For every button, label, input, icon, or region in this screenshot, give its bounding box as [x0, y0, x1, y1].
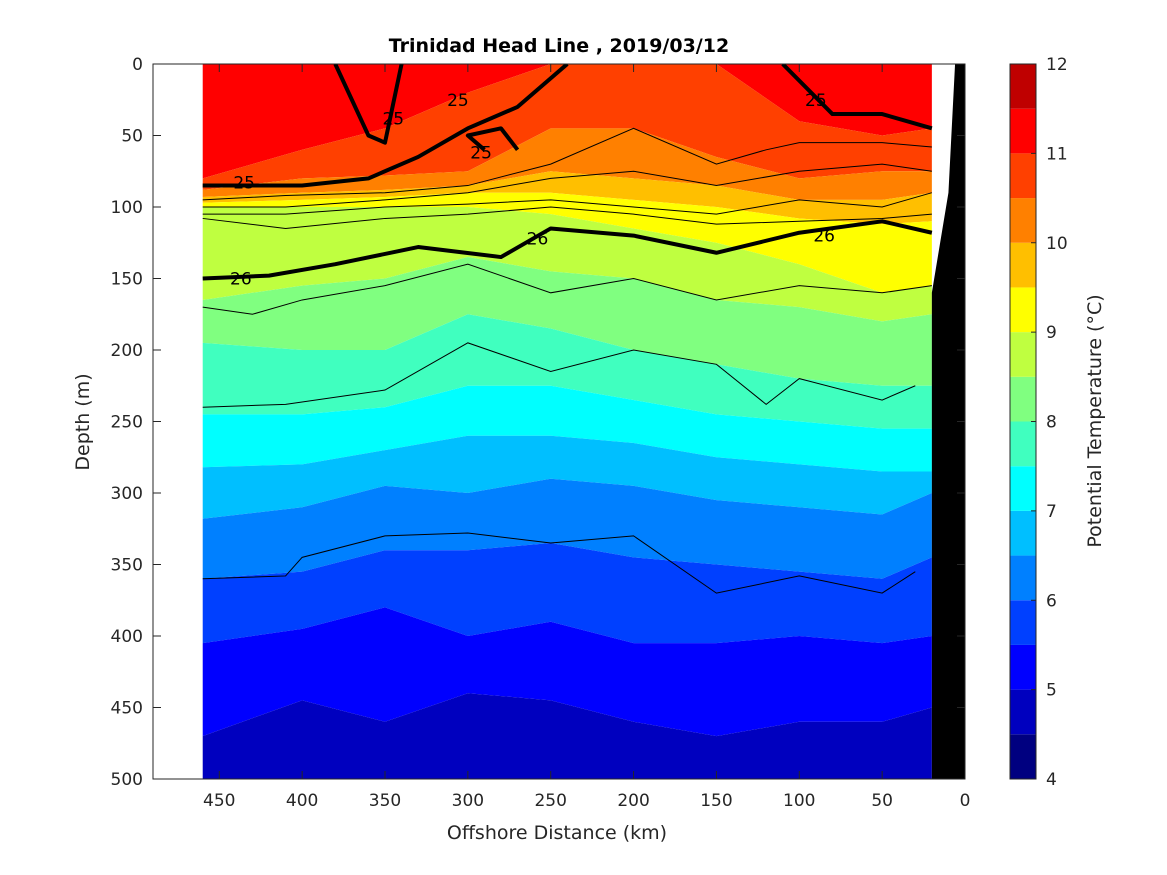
- colorbar-swatch-6: [1010, 466, 1036, 511]
- contour-label-5: 26: [527, 229, 549, 249]
- colorbar-swatch-13: [1010, 153, 1036, 199]
- x-tick-label-250: 250: [534, 791, 566, 811]
- colorbar-swatch-14: [1010, 108, 1036, 154]
- x-tick-label-450: 450: [203, 791, 235, 811]
- temperature-band-3: [202, 171, 932, 225]
- colorbar-swatch-9: [1010, 332, 1036, 377]
- continental-shelf-mask: [931, 64, 965, 779]
- temperature-bands: [202, 64, 932, 779]
- y-tick-label-400: 400: [111, 627, 143, 647]
- colorbar-swatch-8: [1010, 376, 1036, 422]
- y-tick-label-300: 300: [111, 484, 143, 504]
- density-contour-3: [202, 206, 932, 229]
- density-contour-1: [202, 163, 932, 208]
- density-contours: [202, 127, 932, 594]
- colorbar: 4 5 6 7 8 9 10 11 12: [1009, 55, 1068, 790]
- x-tick-label-150: 150: [700, 791, 732, 811]
- colorbar-swatch-2: [1010, 644, 1036, 690]
- colorbar-swatch-4: [1010, 555, 1036, 601]
- x-tick-label-350: 350: [369, 791, 401, 811]
- temperature-band-6: [202, 257, 932, 386]
- y-tick-label-500: 500: [111, 770, 143, 790]
- colorbar-tick-label-11: 11: [1046, 144, 1068, 164]
- colorbar-swatch-15: [1010, 64, 1036, 109]
- colorbar-tick-label-4: 4: [1046, 770, 1057, 790]
- y-tick-label-50: 50: [121, 127, 143, 147]
- temperature-band-1: [202, 64, 932, 190]
- x-tick-label-100: 100: [783, 791, 815, 811]
- labeled-contour-25-4: [781, 64, 933, 131]
- x-axis-label: Offshore Distance (km): [447, 822, 667, 844]
- colorbar-swatch-11: [1010, 242, 1036, 288]
- colorbar-swatch-3: [1010, 600, 1036, 645]
- colorbar-swatch-12: [1010, 198, 1036, 243]
- colorbar-swatch-0: [1010, 734, 1036, 779]
- temperature-band-11: [202, 543, 932, 644]
- y-axis-label: Depth (m): [72, 373, 94, 470]
- x-tick-label-300: 300: [452, 791, 484, 811]
- temperature-band-12: [202, 607, 932, 737]
- colorbar-swatch-5: [1010, 510, 1036, 556]
- colorbar-swatch-1: [1010, 689, 1036, 735]
- density-contour-6: [202, 532, 916, 594]
- density-contour-5: [202, 342, 916, 408]
- colorbar-tick-label-12: 12: [1046, 55, 1068, 75]
- density-contour-4: [202, 263, 932, 315]
- temperature-band-10: [202, 478, 932, 579]
- colorbar-tick-label-8: 8: [1046, 413, 1057, 433]
- density-contour-2: [202, 192, 932, 215]
- colorbar-tick-label-6: 6: [1046, 591, 1057, 611]
- y-tick-label-150: 150: [111, 270, 143, 290]
- labeled-density-contours: [202, 64, 933, 281]
- contour-label-2: 25: [447, 91, 469, 111]
- temperature-band-13: [202, 693, 932, 779]
- contour-label-7: 25: [805, 91, 827, 111]
- temperature-band-9: [202, 435, 932, 519]
- density-contour-0: [202, 127, 932, 201]
- x-tick-label-400: 400: [286, 791, 318, 811]
- x-tick-label-50: 50: [871, 791, 893, 811]
- colorbar-swatch-10: [1010, 287, 1036, 333]
- x-tick-label-0: 0: [960, 791, 971, 811]
- y-tick-label-450: 450: [111, 699, 143, 719]
- contour-label-1: 25: [382, 109, 404, 129]
- colorbar-swatch-7: [1010, 421, 1036, 467]
- colorbar-label: Potential Temperature (°C): [1084, 294, 1106, 547]
- y-tick-label-0: 0: [132, 55, 143, 75]
- y-axis: 0 50 100 150 200 250 300 350 400 450 500: [111, 55, 965, 790]
- chart-title: Trinidad Head Line , 2019/03/12: [389, 35, 729, 57]
- labeled-contour-25-0: [202, 64, 569, 188]
- y-tick-label-100: 100: [111, 198, 143, 218]
- y-tick-label-200: 200: [111, 341, 143, 361]
- contour-label-4: 26: [230, 270, 252, 290]
- contour-label-6: 26: [813, 227, 835, 247]
- labeled-contour-26-3: [202, 219, 933, 281]
- temperature-band-2: [202, 128, 932, 200]
- temperature-band-0: [202, 64, 932, 179]
- temperature-band-8: [202, 385, 932, 472]
- colorbar-tick-label-9: 9: [1046, 323, 1057, 343]
- temperature-band-4: [202, 192, 932, 293]
- contour-labels: 25 25 25 25 26 26 26 25: [230, 91, 835, 290]
- colorbar-tick-label-5: 5: [1046, 681, 1057, 701]
- x-axis: 450 400 350 300 250 200 150 100 50 0: [203, 64, 970, 811]
- labeled-contour-25-1: [333, 64, 404, 145]
- labeled-contour-25-2: [465, 126, 520, 152]
- colorbar-tick-label-7: 7: [1046, 502, 1057, 522]
- y-tick-label-250: 250: [111, 413, 143, 433]
- y-tick-label-350: 350: [111, 556, 143, 576]
- temperature-band-7: [202, 314, 932, 429]
- contour-label-0: 25: [233, 174, 255, 194]
- x-tick-label-200: 200: [617, 791, 649, 811]
- temperature-band-5: [202, 207, 932, 322]
- contour-label-3: 25: [470, 144, 492, 164]
- colorbar-tick-label-10: 10: [1046, 234, 1068, 254]
